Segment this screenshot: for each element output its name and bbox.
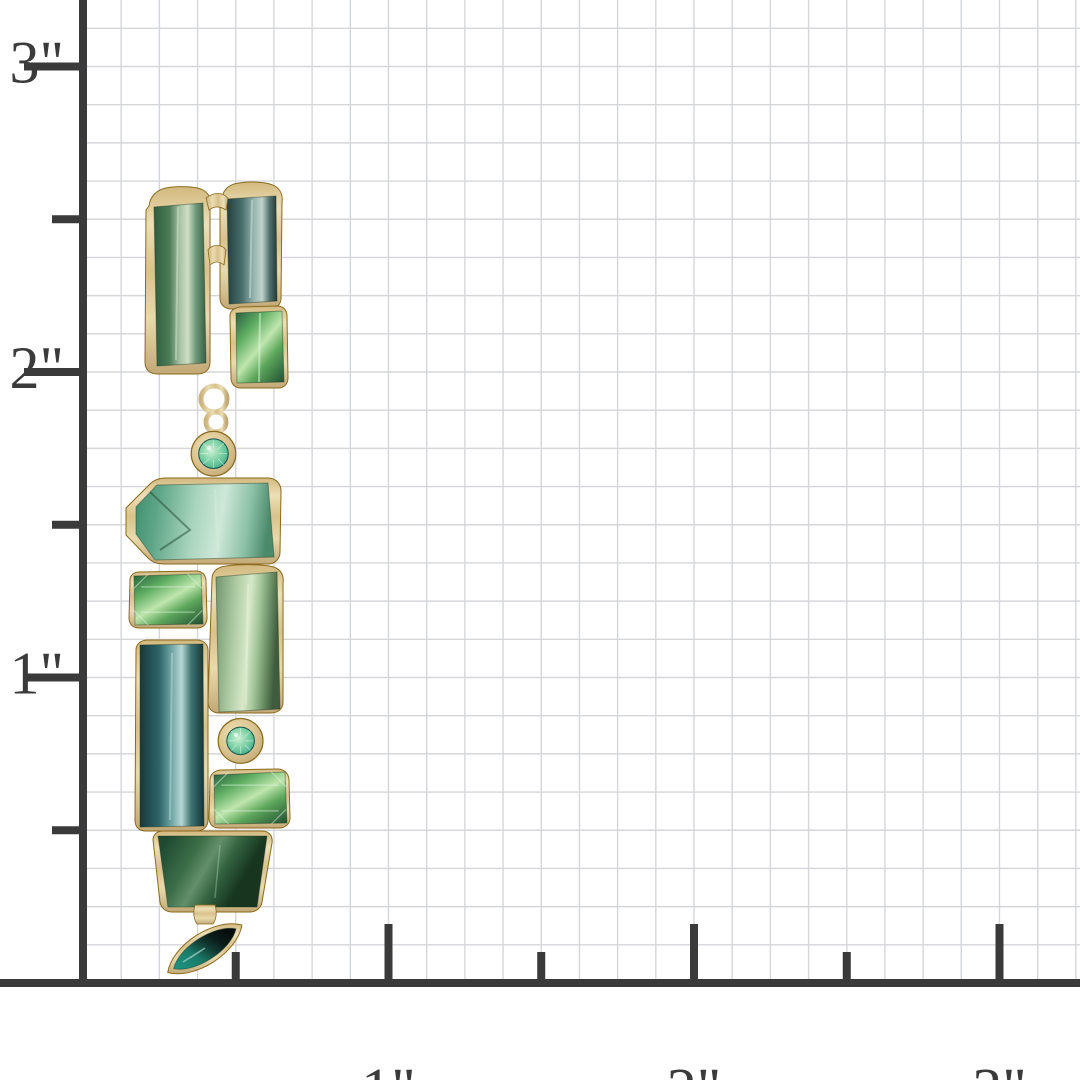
svg-text:3": 3"	[10, 29, 65, 95]
svg-text:2": 2"	[10, 335, 65, 401]
svg-text:3": 3"	[972, 1056, 1027, 1080]
svg-text:2": 2"	[667, 1056, 722, 1080]
svg-text:1": 1"	[10, 640, 65, 706]
svg-text:1": 1"	[361, 1056, 416, 1080]
